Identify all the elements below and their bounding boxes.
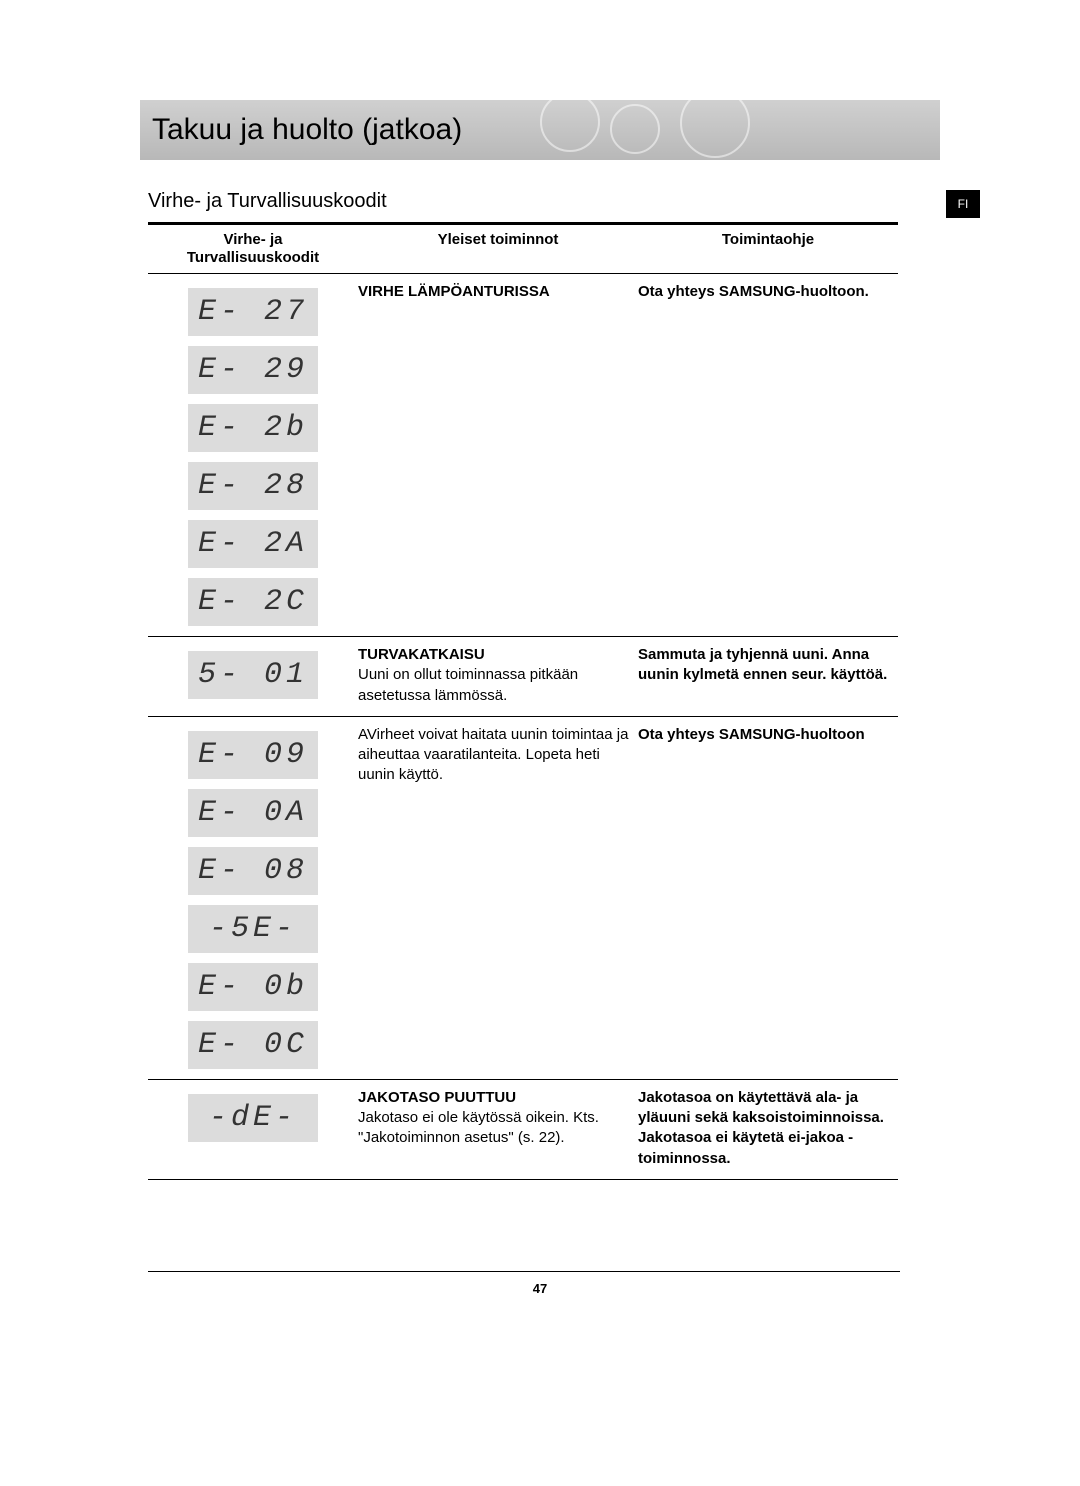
error-code: E- 2b <box>188 404 318 452</box>
codes-cell: 5- 01 <box>148 645 358 706</box>
error-code: -dE- <box>188 1094 318 1142</box>
codes-cell: E- 09 E- 0A E- 08 -5E- E- 0b E- 0C <box>148 725 358 1069</box>
header-col-codes: Virhe- ja Turvallisuuskoodit <box>148 231 358 267</box>
error-code: E- 0C <box>188 1021 318 1069</box>
action-cell: Jakotasoa on käytettävä ala- ja yläuuni … <box>638 1088 898 1169</box>
error-codes-table: Virhe- ja Turvallisuuskoodit Yleiset toi… <box>148 222 898 1180</box>
header-col1-line1: Virhe- ja <box>224 231 283 248</box>
error-code: E- 2A <box>188 520 318 568</box>
function-cell: AVirheet voivat haitata uunin toimintaa … <box>358 725 638 1069</box>
error-code: E- 08 <box>188 847 318 895</box>
table-row: -dE- JAKOTASO PUUTTUU Jakotaso ei ole kä… <box>148 1080 898 1180</box>
page-number: 47 <box>0 1281 1080 1296</box>
action-cell: Ota yhteys SAMSUNG-huoltoon. <box>638 282 898 626</box>
footer-divider <box>148 1271 900 1272</box>
codes-cell: -dE- <box>148 1088 358 1169</box>
action-cell: Ota yhteys SAMSUNG-huoltoon <box>638 725 898 1069</box>
table-header-row: Virhe- ja Turvallisuuskoodit Yleiset toi… <box>148 222 898 274</box>
table-row: E- 09 E- 0A E- 08 -5E- E- 0b E- 0C AVirh… <box>148 717 898 1080</box>
function-heading: TURVAKATKAISU <box>358 645 630 665</box>
header-col-action: Toimintaohje <box>638 231 898 267</box>
function-cell: JAKOTASO PUUTTUU Jakotaso ei ole käytöss… <box>358 1088 638 1169</box>
error-code: E- 2C <box>188 578 318 626</box>
action-cell: Sammuta ja tyhjennä uuni. Anna uunin kyl… <box>638 645 898 706</box>
table-row: E- 27 E- 29 E- 2b E- 28 E- 2A E- 2C VIRH… <box>148 274 898 637</box>
function-cell: VIRHE LÄMPÖANTURISSA <box>358 282 638 626</box>
section-subtitle: Virhe- ja Turvallisuuskoodit <box>148 190 387 213</box>
function-body: Uuni on ollut toiminnassa pitkään asetet… <box>358 665 630 706</box>
table-row: 5- 01 TURVAKATKAISU Uuni on ollut toimin… <box>148 637 898 717</box>
function-heading: VIRHE LÄMPÖANTURISSA <box>358 283 550 300</box>
header-col1-line2: Turvallisuuskoodit <box>187 249 319 266</box>
error-code: -5E- <box>188 905 318 953</box>
error-code: E- 09 <box>188 731 318 779</box>
error-code: 5- 01 <box>188 651 318 699</box>
header-bar: Takuu ja huolto (jatkoa) <box>140 100 940 160</box>
codes-cell: E- 27 E- 29 E- 2b E- 28 E- 2A E- 2C <box>148 282 358 626</box>
header-col-functions: Yleiset toiminnot <box>358 231 638 267</box>
error-code: E- 29 <box>188 346 318 394</box>
language-tab: FI <box>946 190 980 218</box>
function-heading: JAKOTASO PUUTTUU <box>358 1088 630 1108</box>
error-code: E- 0b <box>188 963 318 1011</box>
page-title: Takuu ja huolto (jatkoa) <box>152 113 462 147</box>
error-code: E- 28 <box>188 462 318 510</box>
function-body: AVirheet voivat haitata uunin toimintaa … <box>358 725 630 786</box>
function-cell: TURVAKATKAISU Uuni on ollut toiminnassa … <box>358 645 638 706</box>
error-code: E- 0A <box>188 789 318 837</box>
function-body: Jakotaso ei ole käytössä oikein. Kts. "J… <box>358 1108 630 1149</box>
error-code: E- 27 <box>188 288 318 336</box>
